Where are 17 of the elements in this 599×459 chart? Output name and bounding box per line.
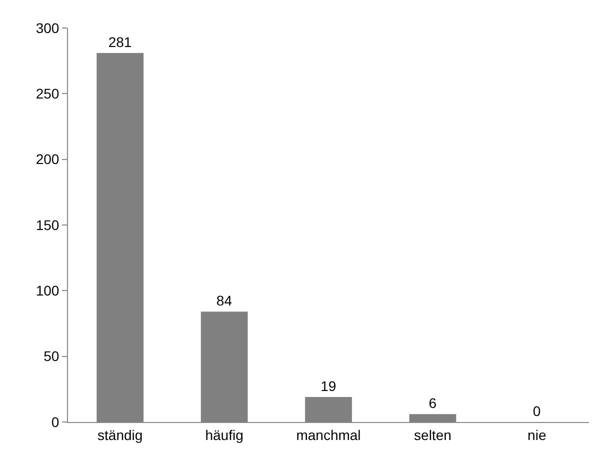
x-tick-label: nie (528, 426, 546, 443)
y-tick-label: 50 (44, 348, 60, 364)
data-label: 281 (108, 34, 132, 50)
y-tick-label: 0 (51, 414, 60, 430)
data-label: 6 (428, 395, 437, 412)
x-tick-label: häufig (205, 426, 244, 443)
data-label: 84 (216, 292, 232, 309)
x-tick-label: selten (414, 426, 452, 443)
data-label: 0 (532, 403, 541, 419)
y-tick-label: 100 (36, 282, 60, 299)
y-tick-label: 250 (36, 86, 60, 102)
y-tick-label: 200 (36, 151, 60, 168)
y-tick-label: 150 (36, 216, 60, 233)
x-tick-label: manchmal (296, 426, 361, 443)
y-tick-label: 300 (36, 20, 60, 36)
x-tick-label: ständig (98, 426, 143, 443)
data-label: 19 (320, 378, 336, 394)
